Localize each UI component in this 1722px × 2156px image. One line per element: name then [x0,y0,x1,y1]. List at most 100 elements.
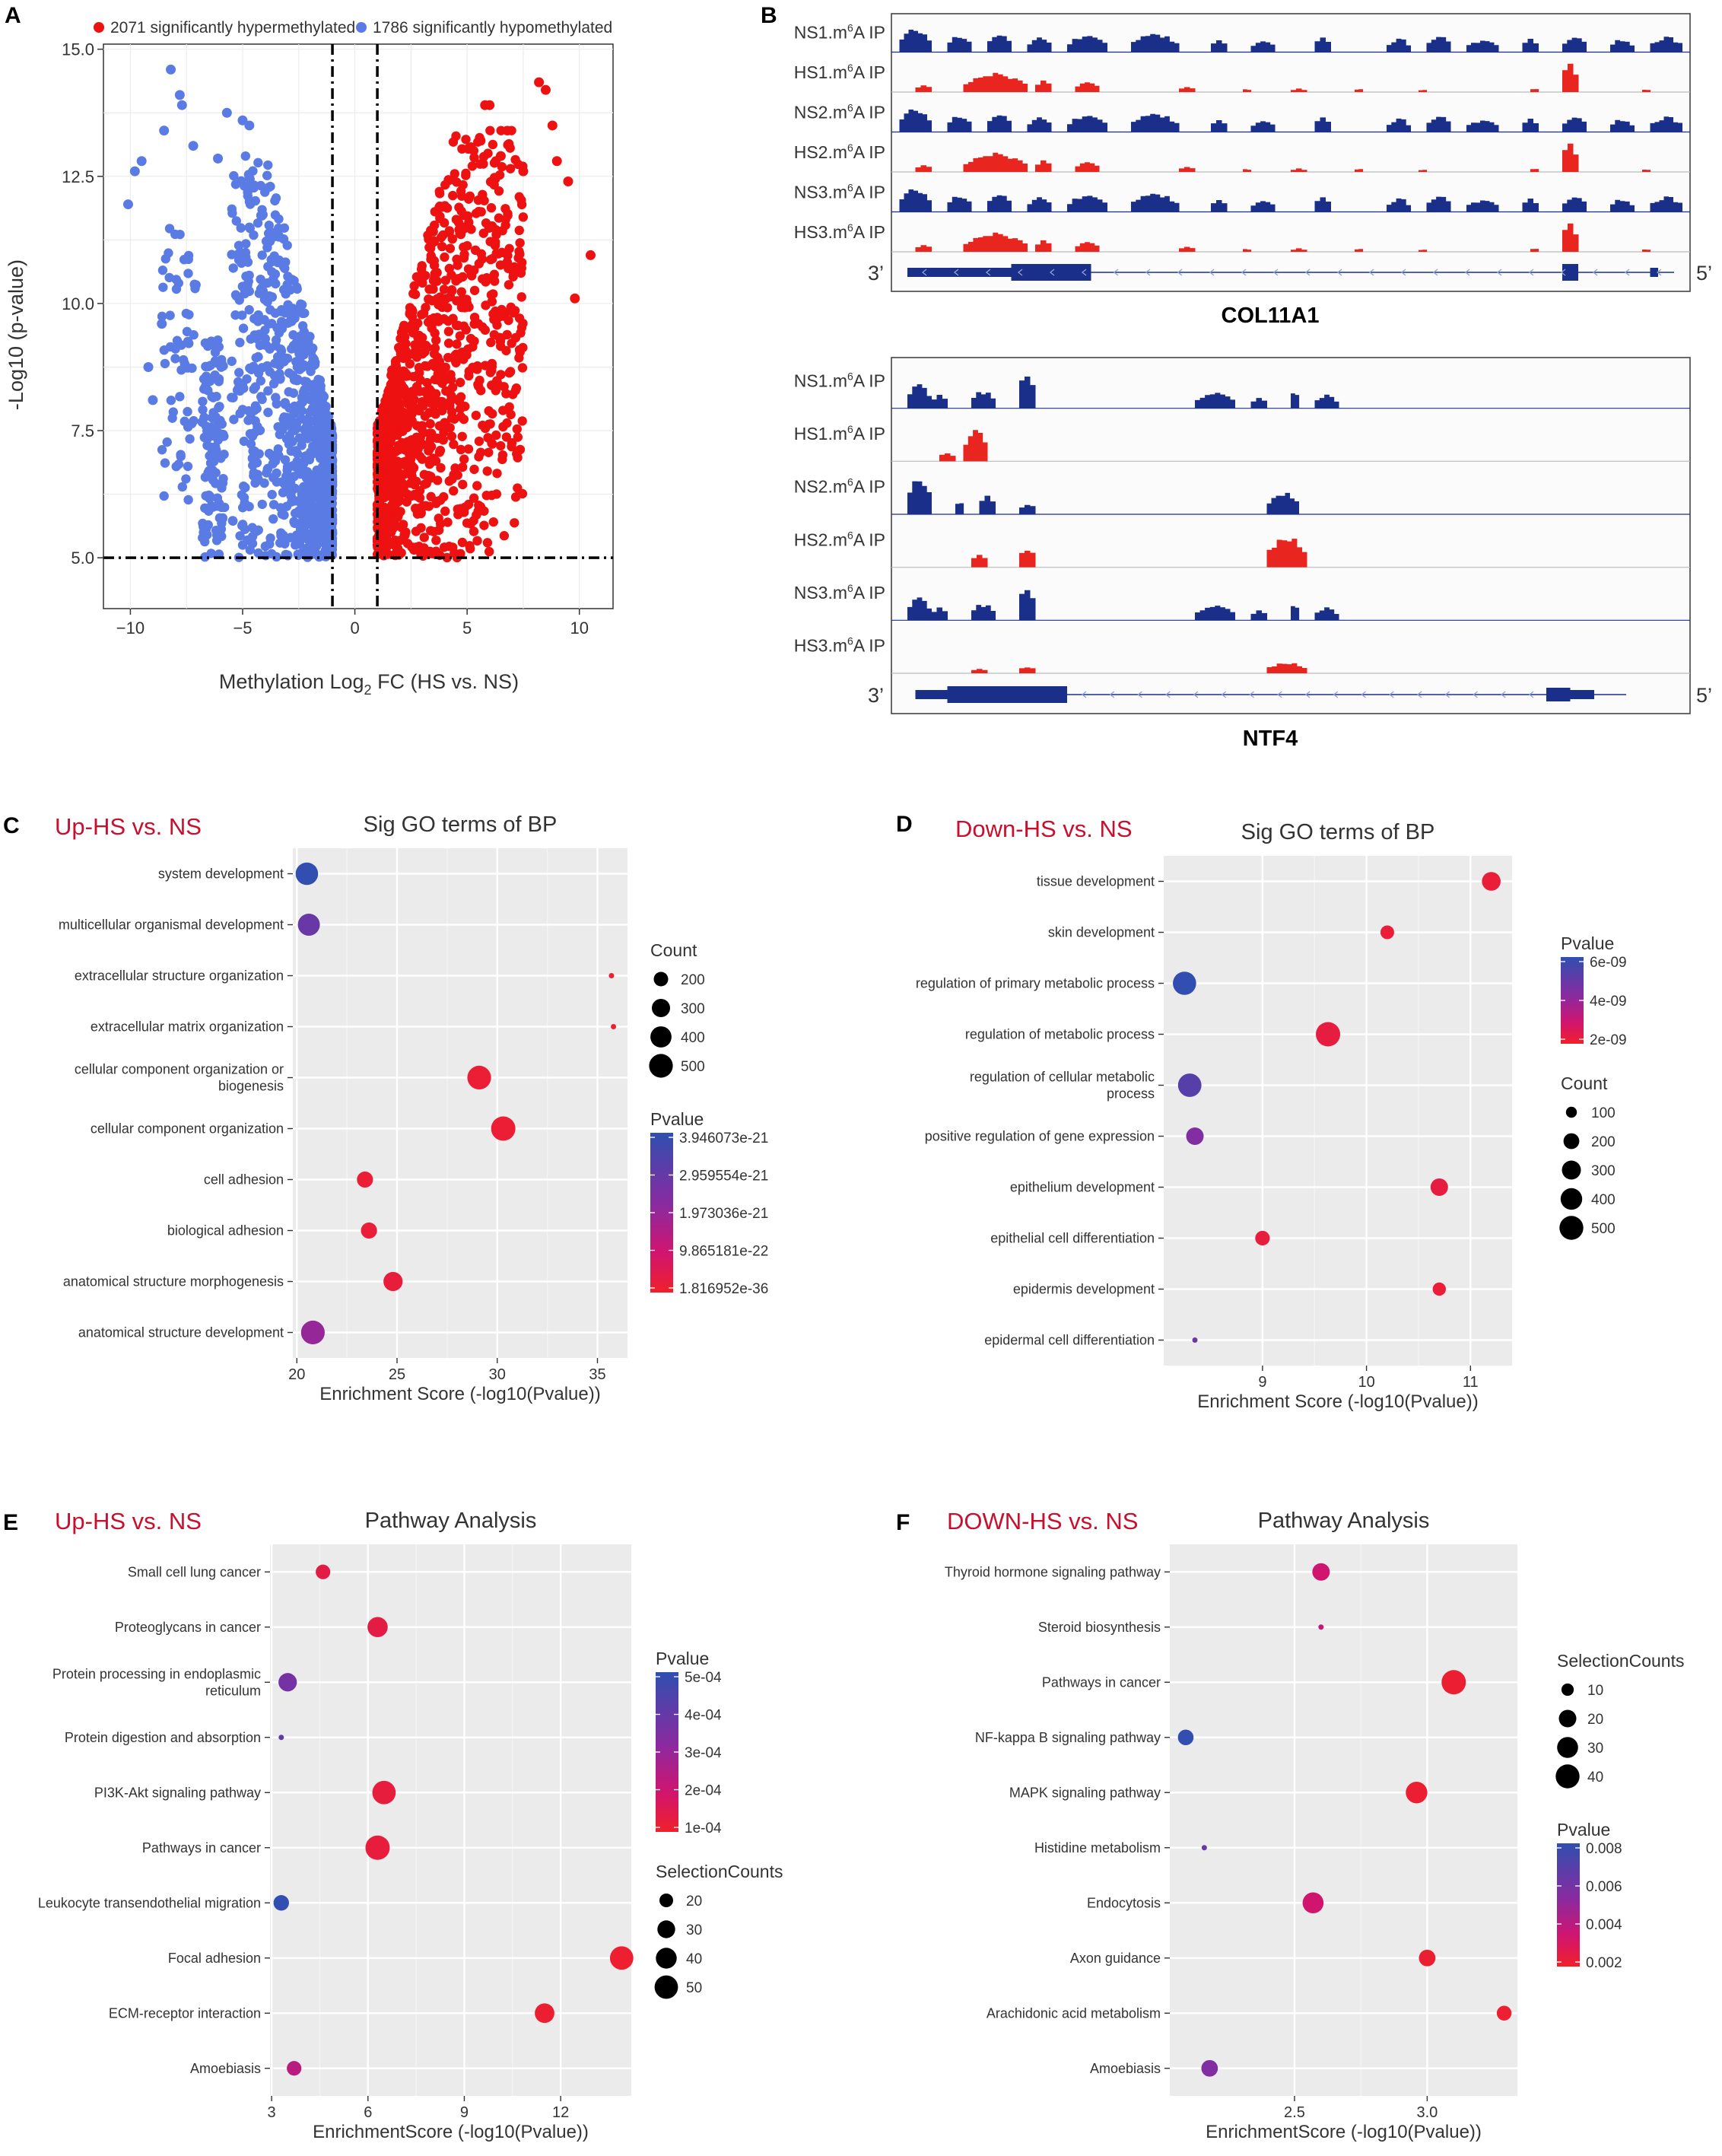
hyper-point [482,538,493,548]
hyper-point [482,466,492,476]
hyper-point [502,257,513,267]
hypo-point [239,492,249,503]
hyper-point [418,308,429,319]
hyper-point [448,190,458,201]
hypo-outlier [166,64,176,75]
hyper-point [391,361,402,371]
hyper-point [407,466,417,476]
hypo-point [284,386,294,397]
bubble-point [300,1320,325,1345]
track-label: NS2.m6A IP [794,476,885,497]
strand-arrow [1528,691,1534,698]
hypo-point [320,402,331,413]
hypo-point [257,250,267,260]
color-legend-label: 4e-09 [1590,994,1627,1010]
category-label: regulation of cellular metabolic process [970,1070,1155,1102]
hyper-point [429,526,439,537]
hyper-point [506,409,516,420]
hyper-outlier [585,250,596,260]
hyper-point [442,552,452,563]
hyper-point [432,276,442,286]
hyper-point [471,410,481,421]
strand-arrow [1221,691,1227,698]
hyper-point [440,201,450,211]
hypo-point [301,451,311,461]
hypo-point [276,530,286,541]
hypo-point [277,509,287,520]
hyper-point [449,486,459,496]
hyper-point [487,358,497,369]
strand-arrow [1137,691,1142,698]
hypo-point [284,431,294,440]
hyper-point [476,386,486,396]
color-legend-label: 4e-04 [685,1708,722,1724]
panel-c-subtitle: Up-HS vs. NS [55,813,202,840]
hypo-point [253,218,263,228]
xtick-label: 6 [364,2104,372,2121]
hypo-point [278,423,288,433]
size-legend-label: 10 [1587,1683,1603,1699]
hyper-point [511,383,522,393]
hypo-point [249,468,259,478]
hypo-point [229,415,239,425]
gene-exon [1546,688,1571,701]
hypo-point [216,524,227,534]
hypo-point [200,472,211,482]
hyper-point [496,370,506,380]
hyper-point [479,520,489,530]
bubble-point [357,1171,373,1188]
xtick-label: 10 [1358,1374,1374,1391]
size-legend-dot [1565,1106,1577,1118]
hypo-point [278,285,289,295]
hypo-point [275,374,285,384]
hyper-point [461,170,471,180]
bubble-point [287,2061,302,2076]
hyper-point [514,225,524,236]
panel-d-subtitle: Down-HS vs. NS [955,816,1133,842]
hyper-point [463,499,474,510]
hypo-point [182,326,192,337]
hyper-point [456,444,466,455]
hypo-point [171,284,182,294]
strand-arrow [1400,269,1406,276]
hypo-point [198,405,208,415]
gene-name-ntf4: NTF4 [1243,727,1298,751]
hypo-point [326,522,337,532]
hyper-point [455,377,465,387]
hyper-point [389,473,399,483]
hypo-point [253,475,263,485]
color-legend-label: 0.002 [1586,1955,1622,1971]
color-legend-label: 5e-04 [685,1670,722,1686]
category-label: Arachidonic acid metabolism [986,2005,1161,2021]
hypo-point [240,151,251,161]
hypo-point [257,363,267,373]
volcano-plot-area [103,43,614,609]
hyper-point [444,226,455,236]
hyper-point [392,543,403,554]
hypo-point [303,392,313,402]
strand-arrow [1624,269,1630,276]
hypo-point [288,304,298,313]
bubble-point [1432,1282,1446,1296]
hyper-point [417,261,427,271]
hyper-point [429,236,439,246]
size-legend-dot [1557,1737,1578,1758]
size-legend-title: Count [1561,1073,1608,1093]
hyper-point [456,392,466,402]
hyper-point [505,164,516,173]
plot-panel [1164,856,1512,1366]
hypo-point [198,396,208,406]
hypo-point [256,392,266,402]
size-legend-label: 500 [1591,1221,1616,1237]
x-axis-label: EnrichmentScore (-log10(Pvalue)) [1206,2122,1482,2142]
hyper-point [430,343,440,353]
strand-arrow [1501,691,1506,698]
gene-exon [1650,268,1658,277]
hyper-point [469,464,479,475]
hypo-point [280,455,291,465]
hyper-point [420,411,430,421]
hyper-point [423,442,434,452]
hypo-point [183,269,193,278]
category-label: skin development [1048,925,1155,940]
hyper-point [427,428,437,438]
